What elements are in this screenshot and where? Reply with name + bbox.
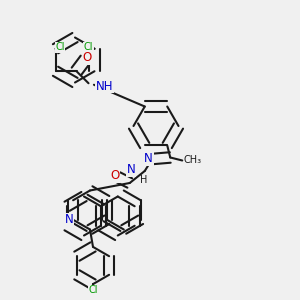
Text: NH: NH xyxy=(96,80,113,93)
Text: Cl: Cl xyxy=(84,42,93,52)
Text: CH₃: CH₃ xyxy=(184,155,202,166)
Text: H: H xyxy=(140,175,147,184)
Text: N: N xyxy=(144,152,153,166)
Text: N: N xyxy=(127,163,136,176)
Text: Cl: Cl xyxy=(88,285,98,295)
Text: Cl: Cl xyxy=(55,42,65,52)
Text: O: O xyxy=(82,51,91,64)
Text: N: N xyxy=(65,213,74,226)
Text: O: O xyxy=(110,169,119,182)
